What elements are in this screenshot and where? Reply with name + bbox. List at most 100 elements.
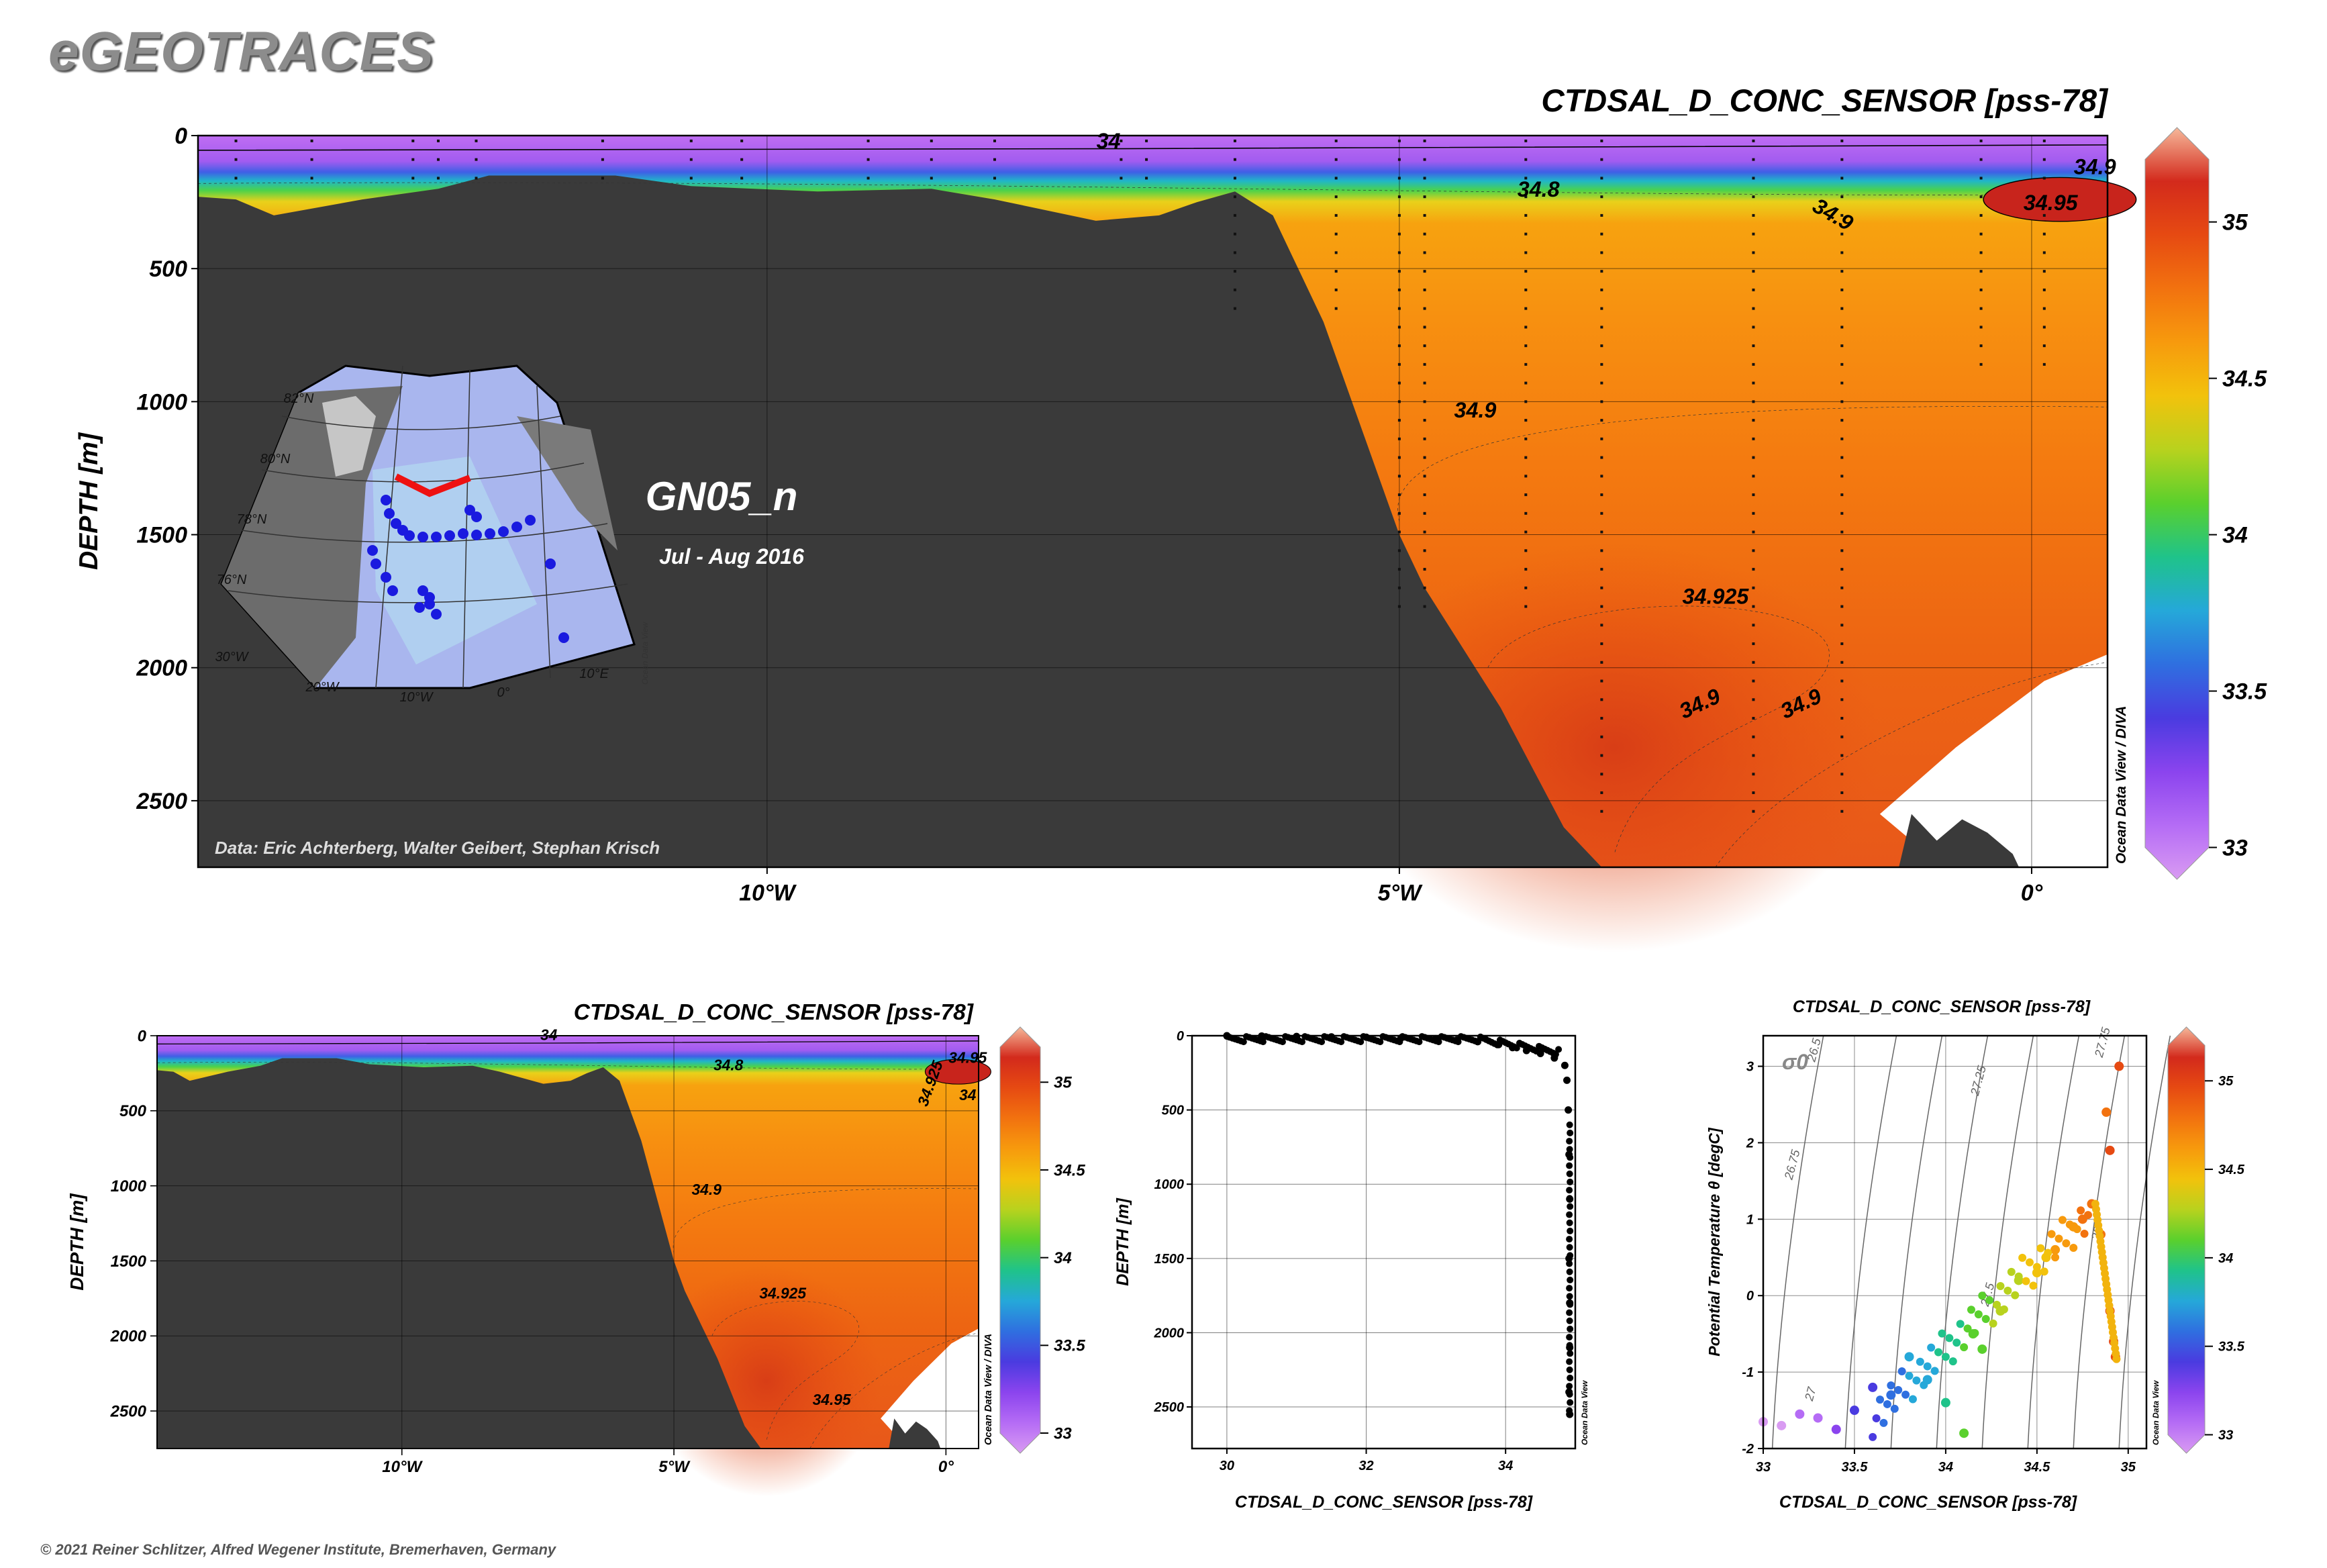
station-sample xyxy=(1752,251,1755,254)
station-sample xyxy=(1233,307,1236,310)
station-sample xyxy=(1423,158,1426,161)
station-sample xyxy=(1397,475,1401,478)
ts-point xyxy=(2032,1268,2042,1278)
small-y-tick-label: 2500 xyxy=(110,1402,147,1420)
profile-y-tick-label: 500 xyxy=(1162,1104,1184,1118)
station-sample xyxy=(1979,270,1983,273)
station-sample xyxy=(993,158,996,161)
station-sample xyxy=(1423,437,1426,440)
profile-y-tick-label: 1000 xyxy=(1154,1177,1185,1192)
station-sample xyxy=(1752,605,1755,608)
small-contour-label: 34.925 xyxy=(759,1284,806,1302)
map-station xyxy=(545,558,556,569)
ts-point xyxy=(2058,1216,2067,1224)
ts-point xyxy=(1978,1291,1987,1300)
station-sample xyxy=(1600,177,1603,180)
station-sample xyxy=(1979,362,1983,366)
station-sample xyxy=(993,177,996,180)
station-sample xyxy=(1840,419,1844,422)
station-sample xyxy=(1840,773,1844,776)
small-colorbar-tick-label: 33.5 xyxy=(1054,1337,1085,1355)
station-sample xyxy=(1840,270,1844,273)
station-sample xyxy=(1840,735,1844,738)
station-sample xyxy=(411,139,415,142)
main-colorbar-tick-label: 33.5 xyxy=(2222,679,2267,704)
station-sample xyxy=(1600,586,1603,589)
station-sample xyxy=(1524,511,1528,515)
station-sample xyxy=(1600,251,1603,254)
ts-x-tick-label: 33.5 xyxy=(1841,1460,1868,1475)
station-sample xyxy=(1524,456,1528,459)
profile-point xyxy=(1566,1236,1573,1243)
station-sample xyxy=(1524,400,1528,403)
profile-point xyxy=(1328,1033,1336,1041)
profile-point xyxy=(1566,1211,1573,1218)
station-sample xyxy=(1600,419,1603,422)
station-sample xyxy=(1752,679,1755,683)
ts-point xyxy=(2083,1211,2092,1220)
ts-x-axis-label: CTDSAL_D_CONC_SENSOR [pss-78] xyxy=(1779,1493,2078,1512)
profile-y-axis-label: DEPTH [m] xyxy=(1113,1197,1132,1286)
main-topography xyxy=(198,175,1602,867)
station-sample xyxy=(1397,288,1401,291)
station-sample xyxy=(1752,717,1755,720)
ts-point xyxy=(1971,1329,1979,1338)
station-sample xyxy=(1979,288,1983,291)
profile-point xyxy=(1566,1260,1573,1267)
small-nodata-area xyxy=(881,1328,979,1449)
profile-point xyxy=(1567,1252,1574,1259)
station-sample xyxy=(1397,419,1401,422)
small-contour-34 xyxy=(156,1040,979,1045)
station-sample xyxy=(1524,605,1528,608)
ts-point xyxy=(1927,1343,1936,1352)
station-sample xyxy=(601,158,604,161)
station-sample xyxy=(1120,158,1123,161)
station-sample xyxy=(310,139,313,142)
ts-point xyxy=(1908,1395,1917,1404)
profile-point xyxy=(1566,1285,1573,1292)
station-sample xyxy=(1524,493,1528,497)
station-sample xyxy=(1600,475,1603,478)
profile-point xyxy=(1550,1054,1558,1062)
ts-x-tick-label: 34 xyxy=(1938,1460,1953,1475)
ts-point xyxy=(2105,1145,2115,1155)
map-station xyxy=(414,602,425,613)
station-sample xyxy=(1233,270,1236,273)
ts-point xyxy=(2077,1206,2085,1215)
station-sample xyxy=(1600,307,1603,310)
station-sample xyxy=(1397,437,1401,440)
small-side-label: Ocean Data View / DIVA xyxy=(983,1334,994,1445)
station-sample xyxy=(2042,288,2046,291)
station-sample xyxy=(1600,493,1603,497)
ts-point xyxy=(2032,1263,2041,1271)
map-station xyxy=(381,572,391,583)
map-meridian xyxy=(536,385,551,679)
station-sample xyxy=(1397,605,1401,608)
station-sample xyxy=(1752,419,1755,422)
profile-point xyxy=(1495,1040,1503,1048)
profile-point xyxy=(1566,1391,1573,1398)
copyright-text: © 2021 Reiner Schlitzer, Alfred Wegener … xyxy=(40,1541,556,1558)
profile-y-tick-label: 1500 xyxy=(1154,1252,1185,1267)
station-sample xyxy=(1423,213,1426,217)
ts-isopycnal xyxy=(2027,1035,2080,1449)
station-sample xyxy=(1397,158,1401,161)
station-sample xyxy=(1600,326,1603,329)
station-sample xyxy=(2042,213,2046,217)
profile-point xyxy=(1567,1203,1574,1210)
app-logo: eGEOTRACES xyxy=(48,21,434,82)
small-y-tick-label: 0 xyxy=(138,1027,147,1045)
small-contour-3495 xyxy=(924,1059,991,1085)
ts-point xyxy=(1938,1329,1946,1338)
station-sample xyxy=(1979,326,1983,329)
main-y-axis-label: DEPTH [m] xyxy=(75,432,103,570)
profile-point xyxy=(1566,1219,1573,1226)
ts-point xyxy=(1981,1314,1990,1323)
map-station xyxy=(381,495,391,505)
ts-isopycnal-label: 27.25 xyxy=(1968,1063,1989,1097)
station-sample xyxy=(436,177,440,180)
station-sample xyxy=(1979,177,1983,180)
ts-point xyxy=(2047,1230,2056,1238)
map-station xyxy=(511,522,522,532)
main-colorbar-tick-label: 34.5 xyxy=(2222,366,2267,392)
